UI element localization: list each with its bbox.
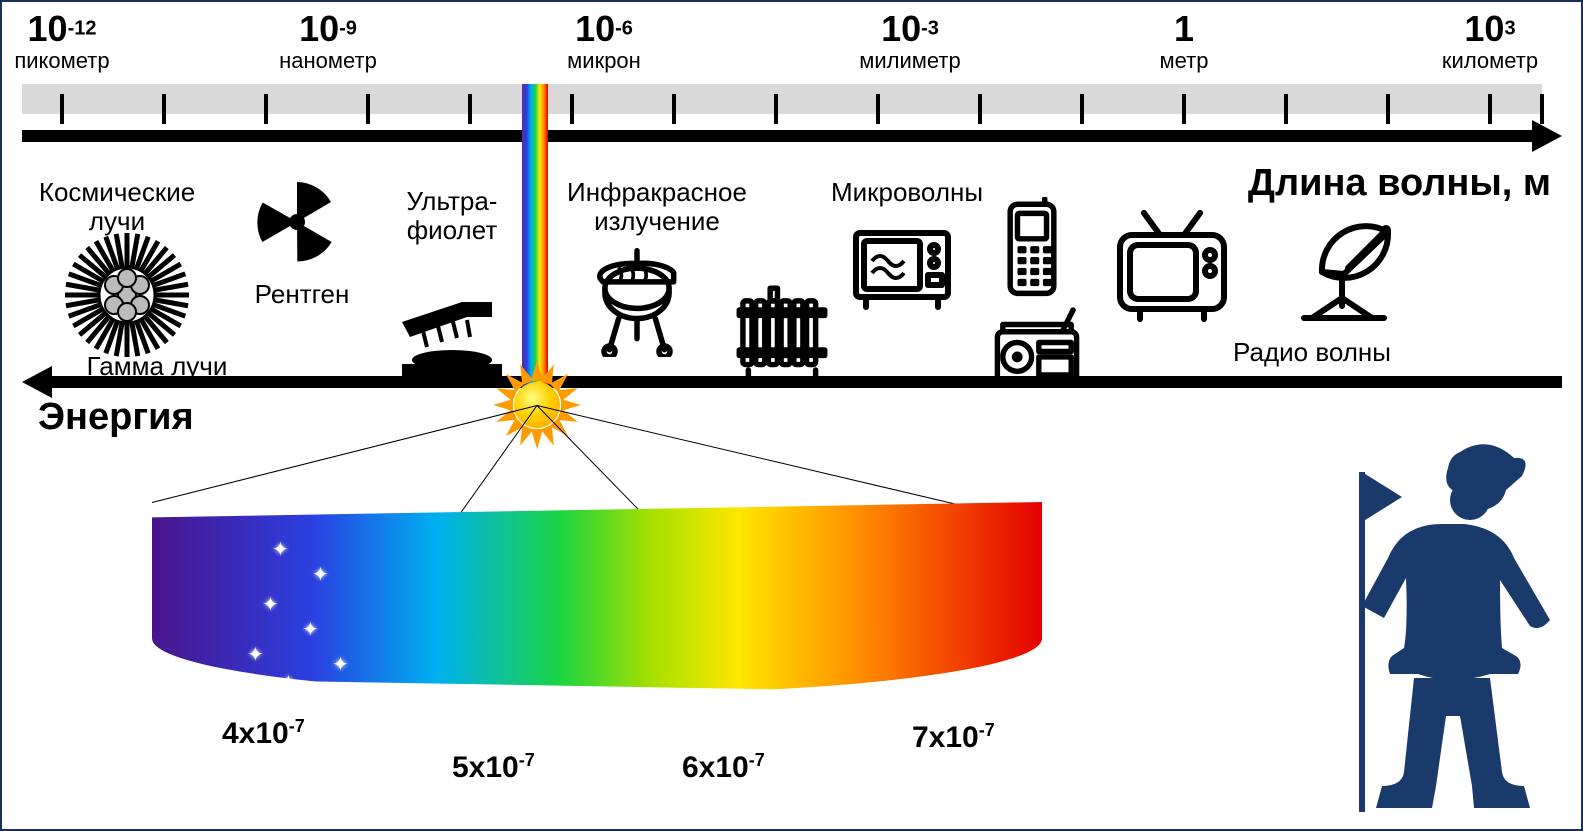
band-label-xray: Рентген: [202, 280, 402, 309]
scale-tick: [1540, 94, 1544, 124]
star-icon: ✦: [247, 642, 264, 667]
visible-wavelength-label: 6x10-7: [682, 750, 765, 785]
grill-icon: [582, 247, 692, 357]
energy-axis-title: Энергия: [38, 396, 194, 439]
scale-tick: [1488, 94, 1492, 124]
visible-wavelength-label: 4x10-7: [222, 716, 305, 751]
guide-line: [152, 405, 537, 503]
star-icon: ✦: [262, 592, 279, 617]
satellite-dish-icon: [1292, 202, 1412, 322]
microwave-icon: [852, 217, 952, 317]
star-icon: ✦: [312, 562, 329, 587]
cellphone-icon: [982, 197, 1082, 297]
scale-tick: [876, 94, 880, 124]
band-label-cosmic: Космическиелучи: [17, 178, 217, 235]
tv-icon: [1112, 202, 1232, 322]
scale-tick: [1284, 94, 1288, 124]
wavelength-axis-title: Длина волны, м: [1248, 162, 1551, 205]
scale-tick: [570, 94, 574, 124]
band-label-micro: Микроволны: [807, 178, 1007, 207]
energy-axis-arrowhead: [22, 366, 52, 398]
scale-tick: [162, 94, 166, 124]
star-icon: ✦: [272, 537, 289, 562]
scale-tick: [366, 94, 370, 124]
scout-silhouette-icon: [1292, 442, 1572, 822]
band-label-gamma: Гамма лучи: [57, 352, 257, 381]
scale-background: [22, 84, 1542, 114]
wavelength-axis-line: [22, 130, 1532, 142]
scale-major-label: 10-6микрон: [534, 8, 674, 74]
scale-major-label: 10-3милиметр: [840, 8, 980, 74]
tanning-bed-icon: [392, 272, 512, 392]
scale-major-label: 10-9нанометр: [258, 8, 398, 74]
star-icon: ✦: [332, 652, 349, 677]
band-label-uv: Ультра-фиолет: [352, 187, 552, 244]
scale-tick: [1182, 94, 1186, 124]
radiator-icon: [732, 280, 832, 380]
visible-wavelength-label: 7x10-7: [912, 720, 995, 755]
band-label-ir: Инфракрасноеизлучение: [557, 178, 757, 235]
scale-tick: [468, 94, 472, 124]
radiation-icon: [252, 177, 342, 267]
visible-spectrum-band: [152, 502, 1042, 694]
scale-major-label: 103километр: [1420, 8, 1560, 74]
scale-tick: [978, 94, 982, 124]
scale-major-label: 10-12пикометр: [0, 8, 132, 74]
scale-tick: [1080, 94, 1084, 124]
scale-tick: [672, 94, 676, 124]
band-label-radio: Радио волны: [1212, 338, 1412, 367]
star-icon: ✦: [302, 617, 319, 642]
cosmic-rays-icon: [62, 230, 192, 360]
scale-tick: [264, 94, 268, 124]
wavelength-axis-arrowhead: [1532, 120, 1562, 152]
radio-icon: [992, 302, 1082, 392]
visible-wavelength-label: 5x10-7: [452, 750, 535, 785]
star-icon: ✦: [280, 670, 297, 695]
scale-tick: [1386, 94, 1390, 124]
scale-tick: [60, 94, 64, 124]
scale-tick: [774, 94, 778, 124]
scale-major-label: 1метр: [1114, 8, 1254, 74]
